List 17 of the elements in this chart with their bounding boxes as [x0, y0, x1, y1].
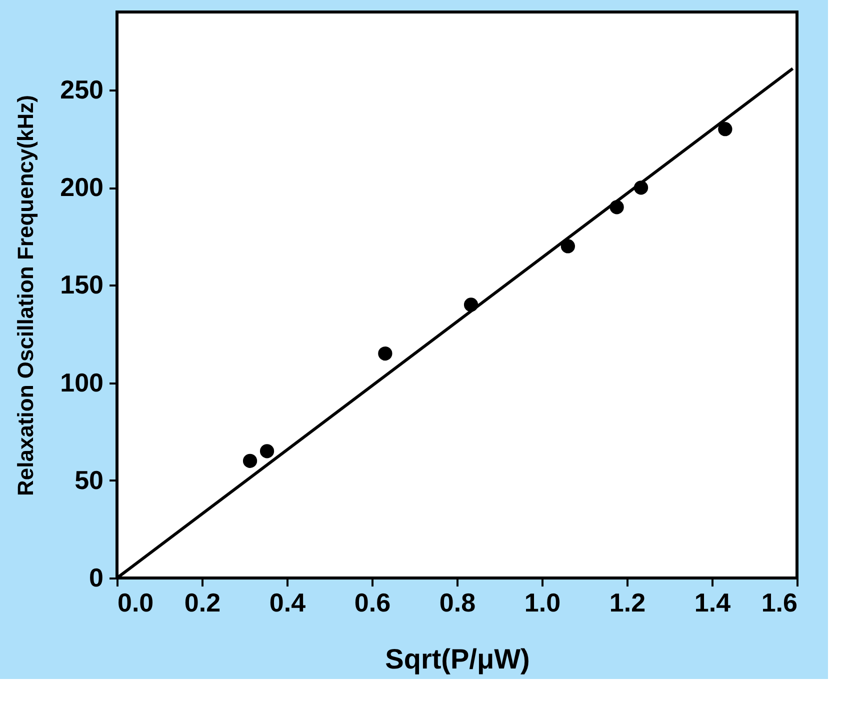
x-tick-label: 0.8	[439, 588, 476, 618]
y-tick-label: 250	[60, 74, 104, 105]
x-tick-label: 1.2	[609, 588, 646, 618]
y-tick-label: 200	[60, 172, 104, 202]
x-tick-label: 1.4	[694, 588, 732, 618]
x-tick-label: 1.6	[761, 588, 798, 618]
y-tick-label: 150	[60, 270, 104, 300]
x-tick-label: 0.4	[269, 588, 306, 618]
x-axis-title: Sqrt(P/μW)	[385, 644, 530, 674]
x-tick-label: 0.2	[184, 588, 221, 618]
y-axis-title: Relaxation Oscillation Frequency(kHz)	[13, 95, 38, 496]
x-tick-label: 0.6	[354, 588, 391, 618]
y-tick-label: 50	[74, 464, 104, 495]
x-tick-label: 0.0	[118, 588, 154, 618]
y-tick-label: 0	[89, 562, 104, 592]
y-tick-label: 100	[60, 367, 104, 398]
x-tick-label: 1.0	[524, 588, 561, 618]
